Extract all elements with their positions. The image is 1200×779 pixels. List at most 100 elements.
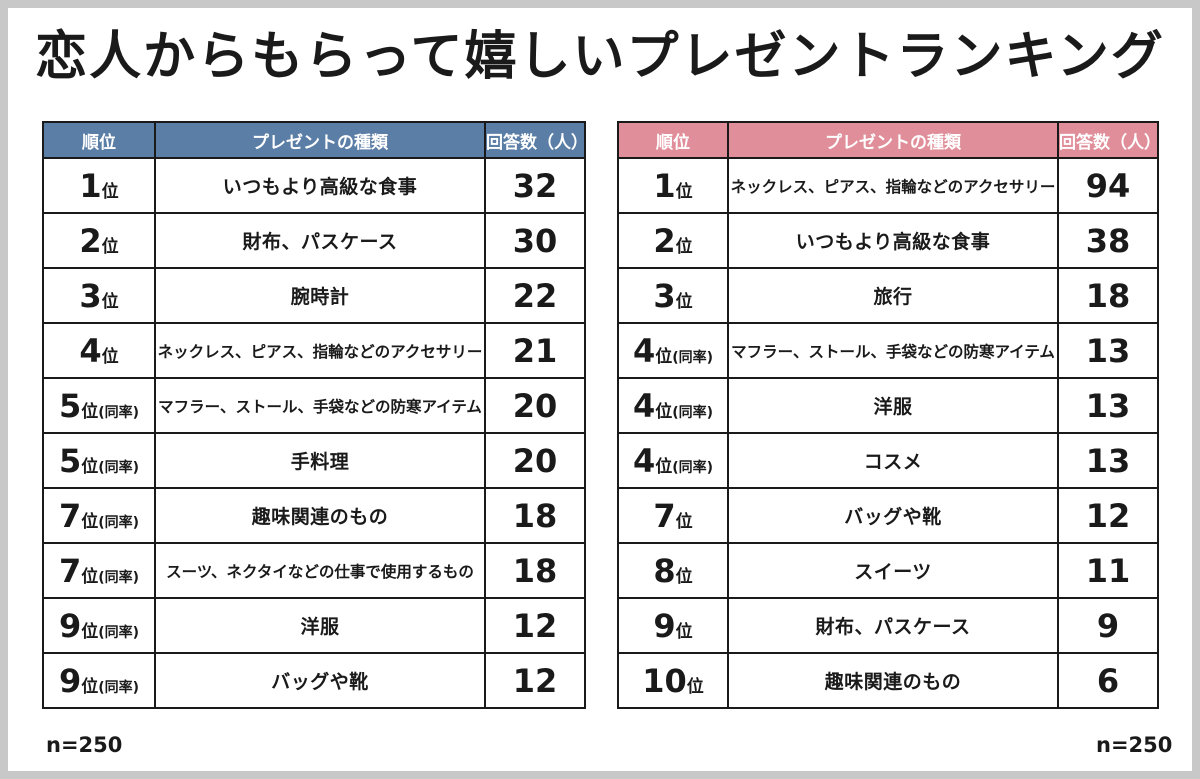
rank-suffix: 位: [101, 346, 119, 367]
present-cell: いつもより高級な食事: [727, 212, 1059, 269]
present-cell: 財布、パスケース: [154, 212, 486, 269]
rank-tie-label: (同率): [98, 514, 140, 531]
rank-cell: 9位(同率): [42, 597, 156, 654]
rank-cell: 3位: [617, 267, 729, 324]
rank-cell: 9位: [617, 597, 729, 654]
rank-cell: 4位(同率): [617, 432, 729, 489]
rank-number: 4: [632, 331, 656, 370]
rank-suffix: 位: [655, 456, 673, 477]
rank-number: 1: [653, 166, 676, 205]
rank-cell: 1位: [617, 157, 729, 214]
page-title: 恋人からもらって嬉しいプレゼントランキング: [35, 27, 1165, 87]
count-cell: 13: [1057, 377, 1159, 434]
rank-cell: 10位: [617, 652, 729, 709]
rank-cell: 4位: [42, 322, 156, 379]
present-cell: スーツ、ネクタイなどの仕事で使用するもの: [154, 542, 486, 599]
rank-suffix: 位: [81, 456, 99, 477]
present-cell: 腕時計: [154, 267, 486, 324]
rank-suffix: 位: [675, 511, 693, 532]
count-cell: 30: [484, 212, 586, 269]
rank-cell: 3位: [42, 267, 156, 324]
present-cell: マフラー、ストール、手袋などの防寒アイテム: [727, 322, 1059, 379]
rank-tie-label: (同率): [98, 679, 140, 696]
present-cell: マフラー、ストール、手袋などの防寒アイテム: [154, 377, 486, 434]
table-row: 7位(同率) スーツ、ネクタイなどの仕事で使用するもの 18: [42, 542, 586, 599]
rank-number: 7: [58, 496, 82, 535]
present-cell: バッグや靴: [727, 487, 1059, 544]
header-present: プレゼントの種類: [727, 121, 1059, 159]
rank-suffix: 位: [675, 566, 693, 587]
table-row: 5位(同率) 手料理 20: [42, 432, 586, 489]
present-cell: 洋服: [154, 597, 486, 654]
rank-suffix: 位: [686, 676, 704, 697]
rank-suffix: 位: [675, 181, 693, 202]
table-row: 4位(同率) コスメ 13: [617, 432, 1159, 489]
rank-suffix: 位: [675, 236, 693, 257]
rank-suffix: 位: [101, 291, 119, 312]
rank-suffix: 位: [655, 346, 673, 367]
rank-number: 3: [79, 276, 102, 315]
rank-cell: 7位(同率): [42, 542, 156, 599]
present-cell: ネックレス、ピアス、指輪などのアクセサリー: [727, 157, 1059, 214]
sample-size-note-right: n=250: [1096, 733, 1173, 757]
table-row: 1位 ネックレス、ピアス、指輪などのアクセサリー 94: [617, 157, 1159, 214]
count-cell: 11: [1057, 542, 1159, 599]
rank-tie-label: (同率): [672, 459, 714, 476]
count-cell: 13: [1057, 432, 1159, 489]
table-row: 7位 バッグや靴 12: [617, 487, 1159, 544]
rank-tie-label: (同率): [98, 624, 140, 641]
rank-number: 4: [79, 331, 102, 370]
count-cell: 21: [484, 322, 586, 379]
rank-suffix: 位: [101, 181, 119, 202]
rank-cell: 7位(同率): [42, 487, 156, 544]
present-cell: 手料理: [154, 432, 486, 489]
count-cell: 12: [484, 597, 586, 654]
rank-number: 9: [58, 661, 82, 700]
rank-cell: 4位(同率): [617, 377, 729, 434]
table-row: 2位 財布、パスケース 30: [42, 212, 586, 269]
rank-number: 7: [653, 496, 676, 535]
present-cell: コスメ: [727, 432, 1059, 489]
table-row: 1位 いつもより高級な食事 32: [42, 157, 586, 214]
count-cell: 32: [484, 157, 586, 214]
rank-suffix: 位: [675, 621, 693, 642]
present-cell: 旅行: [727, 267, 1059, 324]
rank-suffix: 位: [655, 401, 673, 422]
rank-cell: 5位(同率): [42, 377, 156, 434]
table-row: 7位(同率) 趣味関連のもの 18: [42, 487, 586, 544]
present-cell: 財布、パスケース: [727, 597, 1059, 654]
header-rank: 順位: [617, 121, 729, 159]
rank-number: 2: [79, 221, 102, 260]
count-cell: 12: [484, 652, 586, 709]
count-cell: 18: [484, 542, 586, 599]
present-cell: 趣味関連のもの: [154, 487, 486, 544]
rank-number: 5: [58, 386, 82, 425]
table-row: 9位 財布、パスケース 9: [617, 597, 1159, 654]
rank-cell: 2位: [617, 212, 729, 269]
ranking-table-left: 順位 プレゼントの種類 回答数（人） 1位 いつもより高級な食事 32 2位 財布、パス…: [42, 121, 586, 709]
table-row: 8位 スイーツ 11: [617, 542, 1159, 599]
count-cell: 6: [1057, 652, 1159, 709]
rank-cell: 1位: [42, 157, 156, 214]
present-cell: 洋服: [727, 377, 1059, 434]
rank-suffix: 位: [81, 621, 99, 642]
rank-tie-label: (同率): [98, 569, 140, 586]
rank-cell: 7位: [617, 487, 729, 544]
table-row: 5位(同率) マフラー、ストール、手袋などの防寒アイテム 20: [42, 377, 586, 434]
rank-number: 1: [79, 166, 102, 205]
rank-cell: 9位(同率): [42, 652, 156, 709]
count-cell: 22: [484, 267, 586, 324]
present-cell: いつもより高級な食事: [154, 157, 486, 214]
table-row: 9位(同率) 洋服 12: [42, 597, 586, 654]
rank-cell: 8位: [617, 542, 729, 599]
table-header-row: 順位 プレゼントの種類 回答数（人）: [42, 121, 586, 159]
count-cell: 94: [1057, 157, 1159, 214]
count-cell: 9: [1057, 597, 1159, 654]
table-row: 3位 腕時計 22: [42, 267, 586, 324]
table-row: 4位 ネックレス、ピアス、指輪などのアクセサリー 21: [42, 322, 586, 379]
present-cell: バッグや靴: [154, 652, 486, 709]
table-row: 4位(同率) 洋服 13: [617, 377, 1159, 434]
table-row: 9位(同率) バッグや靴 12: [42, 652, 586, 709]
present-cell: スイーツ: [727, 542, 1059, 599]
count-cell: 18: [484, 487, 586, 544]
